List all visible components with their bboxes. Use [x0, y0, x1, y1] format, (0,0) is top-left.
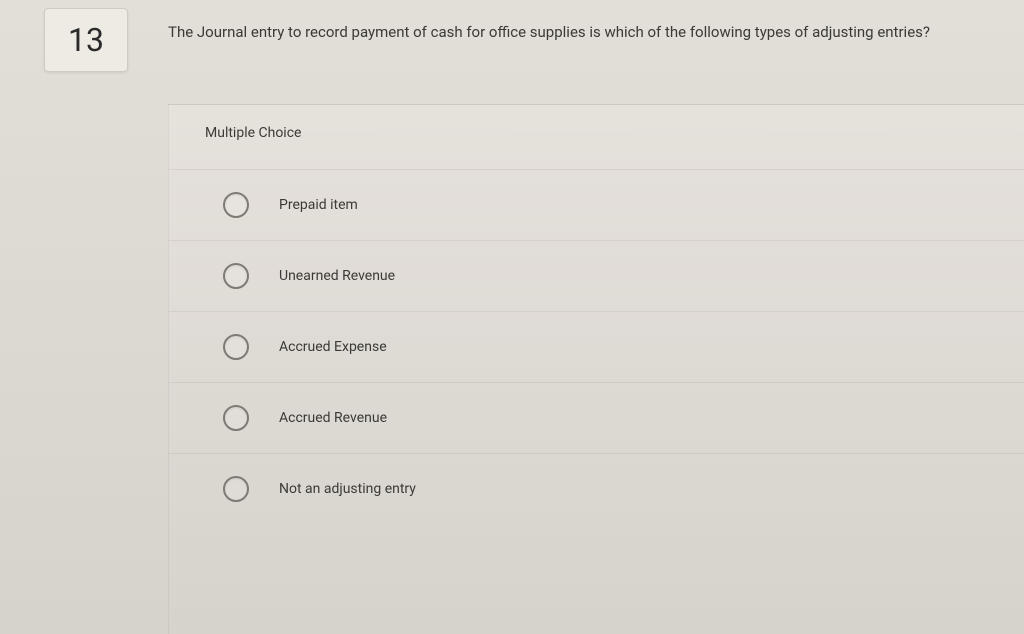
option-row[interactable]: Unearned Revenue — [169, 240, 1024, 311]
option-row[interactable]: Accrued Expense — [169, 311, 1024, 382]
option-row[interactable]: Accrued Revenue — [169, 382, 1024, 453]
option-row[interactable]: Prepaid item — [169, 169, 1024, 240]
question-number: 13 — [68, 21, 104, 59]
radio-icon[interactable] — [223, 192, 249, 218]
option-label: Not an adjusting entry — [279, 481, 416, 497]
question-type-label: Multiple Choice — [169, 125, 1024, 169]
option-label: Prepaid item — [279, 197, 358, 213]
radio-icon[interactable] — [223, 405, 249, 431]
option-label: Accrued Expense — [279, 339, 387, 355]
option-row[interactable]: Not an adjusting entry — [169, 453, 1024, 524]
question-text: The Journal entry to record payment of c… — [168, 22, 1004, 43]
radio-icon[interactable] — [223, 476, 249, 502]
multiple-choice-panel: Multiple Choice Prepaid item Unearned Re… — [168, 104, 1024, 634]
radio-icon[interactable] — [223, 263, 249, 289]
question-number-box: 13 — [44, 8, 128, 72]
option-label: Accrued Revenue — [279, 410, 387, 426]
quiz-page: 13 The Journal entry to record payment o… — [0, 0, 1024, 634]
option-label: Unearned Revenue — [279, 268, 395, 284]
radio-icon[interactable] — [223, 334, 249, 360]
